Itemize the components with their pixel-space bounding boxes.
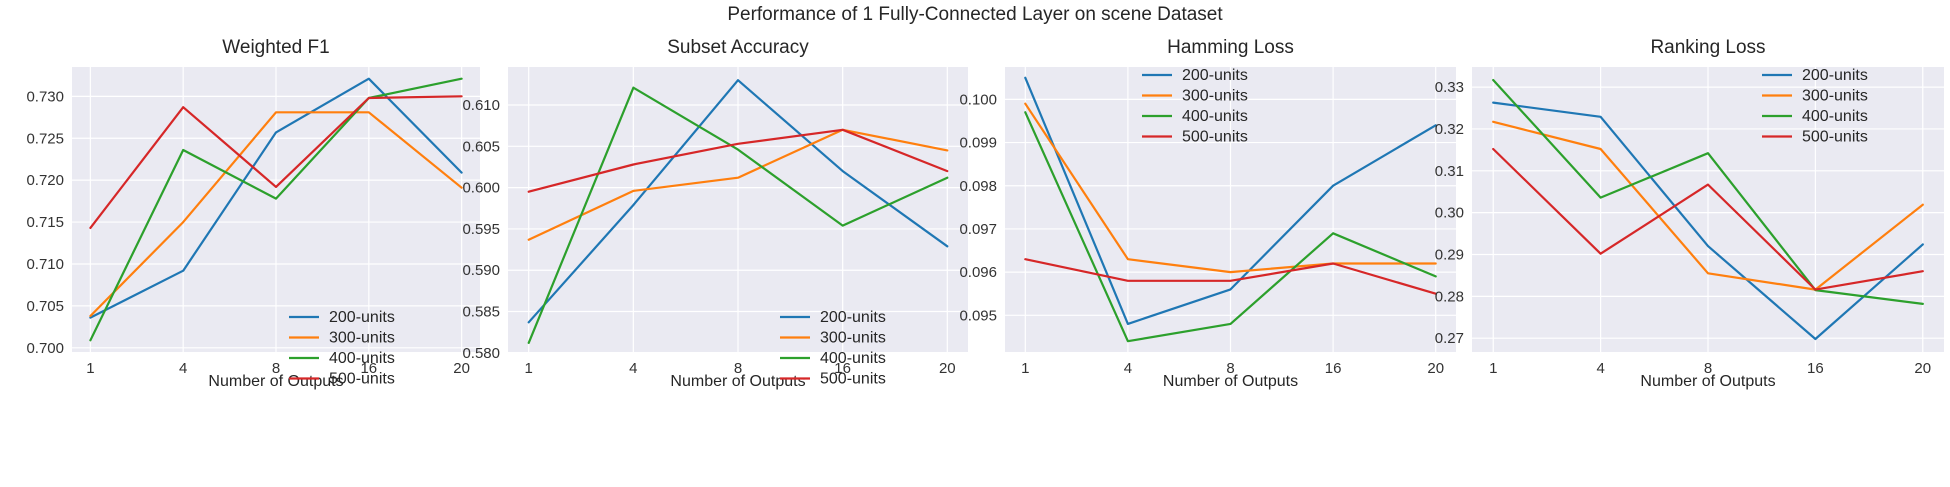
- legend-label-300-units: 300-units: [329, 330, 395, 347]
- legend-label-400-units: 400-units: [329, 350, 395, 367]
- series-line-400-units: [1492, 78, 1924, 305]
- x-tick-label: 8: [272, 360, 280, 377]
- y-tick-label: 0.605: [462, 138, 500, 155]
- subplot-2: 0.580 0.585 0.590 0.595 0.600 0.605 0.610 1 4 8 16…: [462, 37, 968, 390]
- x-tick-label: 1: [1489, 360, 1497, 377]
- x-axis-label: Number of Outputs: [1163, 373, 1298, 390]
- legend-label-500-units: 500-units: [329, 371, 395, 388]
- y-tick-label: 0.600: [462, 180, 500, 197]
- x-axis-label: Number of Outputs: [208, 373, 343, 390]
- series-line-400-units: [89, 77, 463, 342]
- y-tick-label: 0.585: [462, 304, 500, 321]
- legend-label-200-units: 200-units: [1182, 67, 1248, 84]
- y-tick-label: 0.595: [462, 221, 500, 238]
- x-tick-label: 1: [86, 360, 94, 377]
- x-tick-label: 16: [834, 360, 851, 377]
- x-tick-label: 16: [360, 360, 377, 377]
- figure-suptitle: Performance of 1 Fully-Connected Layer o…: [727, 4, 1223, 25]
- series-line-500-units: [89, 95, 463, 229]
- y-tick-label: 0.099: [959, 135, 997, 152]
- legend-label-500-units: 500-units: [820, 371, 886, 388]
- subplot-3: 0.095 0.096 0.097 0.098 0.099 0.100 1 4 8 16 20 Ham…: [959, 37, 1456, 390]
- legend-label-400-units: 400-units: [820, 350, 886, 367]
- legend: 200-units 300-units 400-units 500-units: [780, 309, 886, 388]
- y-tick-label: 0.710: [26, 256, 64, 273]
- legend: 200-units 300-units 400-units 500-units: [289, 309, 395, 388]
- y-tick-label: 0.730: [26, 88, 64, 105]
- x-tick-label: 20: [1427, 360, 1444, 377]
- series-line-300-units: [527, 128, 949, 241]
- x-tick-label: 16: [1807, 360, 1824, 377]
- x-tick-label: 8: [1226, 360, 1234, 377]
- legend-label-200-units: 200-units: [1802, 67, 1868, 84]
- y-tick-label: 0.100: [959, 91, 997, 108]
- y-tick-label: 0.590: [462, 262, 500, 279]
- x-tick-label: 8: [1704, 360, 1712, 377]
- series-line-300-units: [89, 111, 463, 318]
- y-tick-label: 0.31: [1435, 163, 1464, 180]
- legend-label-200-units: 200-units: [329, 309, 395, 326]
- subplot-title: Weighted F1: [222, 37, 329, 58]
- legend-label-300-units: 300-units: [1182, 88, 1248, 105]
- x-tick-label: 20: [939, 360, 956, 377]
- subplot-title: Ranking Loss: [1650, 37, 1765, 58]
- legend: 200-units 300-units 400-units 500-units: [1142, 67, 1248, 146]
- y-tick-label: 0.610: [462, 97, 500, 114]
- series-line-200-units: [527, 79, 949, 324]
- x-tick-label: 20: [453, 360, 470, 377]
- legend-label-300-units: 300-units: [1802, 88, 1868, 105]
- series-line-200-units: [89, 77, 463, 319]
- x-axis-label: Number of Outputs: [1640, 373, 1775, 390]
- x-axis-label: Number of Outputs: [670, 373, 805, 390]
- y-tick-label: 0.29: [1435, 246, 1464, 263]
- x-tick-label: 4: [179, 360, 187, 377]
- y-tick-label: 0.580: [462, 345, 500, 362]
- x-tick-label: 1: [525, 360, 533, 377]
- y-tick-label: 0.097: [959, 221, 997, 238]
- x-tick-label: 8: [734, 360, 742, 377]
- series-line-500-units: [1024, 258, 1437, 295]
- y-tick-label: 0.098: [959, 178, 997, 195]
- x-tick-label: 4: [1596, 360, 1604, 377]
- legend-label-400-units: 400-units: [1802, 108, 1868, 125]
- panels: 0.700 0.705 0.710 0.715 0.720 0.725 0.730 1 4 8 16…: [26, 37, 1944, 390]
- series-line-200-units: [1492, 101, 1924, 341]
- series-line-200-units: [1024, 76, 1437, 325]
- legend: 200-units 300-units 400-units 500-units: [1762, 67, 1868, 146]
- series-line-300-units: [1492, 120, 1924, 291]
- y-tick-label: 0.32: [1435, 121, 1464, 138]
- y-tick-label: 0.725: [26, 130, 64, 147]
- series-line-400-units: [1024, 111, 1437, 343]
- y-tick-label: 0.715: [26, 214, 64, 231]
- y-tick-label: 0.700: [26, 340, 64, 357]
- y-tick-label: 0.720: [26, 172, 64, 189]
- legend-label-400-units: 400-units: [1182, 108, 1248, 125]
- y-tick-label: 0.27: [1435, 330, 1464, 347]
- x-tick-label: 4: [629, 360, 637, 377]
- series-line-300-units: [1024, 102, 1437, 274]
- y-tick-label: 0.705: [26, 298, 64, 315]
- y-tick-label: 0.096: [959, 264, 997, 281]
- legend-label-500-units: 500-units: [1802, 129, 1868, 146]
- legend-label-300-units: 300-units: [820, 330, 886, 347]
- subplot-title: Hamming Loss: [1167, 37, 1294, 58]
- subplot-4: 0.27 0.28 0.29 0.30 0.31 0.32 0.33 1 4 8 16 20 Ranki…: [1435, 37, 1944, 390]
- y-tick-label: 0.095: [959, 307, 997, 324]
- subplot-1: 0.700 0.705 0.710 0.715 0.720 0.725 0.730 1 4 8 16…: [26, 37, 480, 390]
- y-tick-label: 0.28: [1435, 288, 1464, 305]
- subplot-title: Subset Accuracy: [667, 37, 809, 58]
- x-tick-label: 4: [1124, 360, 1132, 377]
- x-tick-label: 16: [1325, 360, 1342, 377]
- series-line-500-units: [527, 128, 949, 193]
- y-tick-label: 0.30: [1435, 205, 1464, 222]
- y-tick-label: 0.33: [1435, 79, 1464, 96]
- x-tick-label: 20: [1914, 360, 1931, 377]
- legend-label-200-units: 200-units: [820, 309, 886, 326]
- x-tick-label: 1: [1021, 360, 1029, 377]
- series-line-500-units: [1492, 147, 1924, 291]
- legend-label-500-units: 500-units: [1182, 129, 1248, 146]
